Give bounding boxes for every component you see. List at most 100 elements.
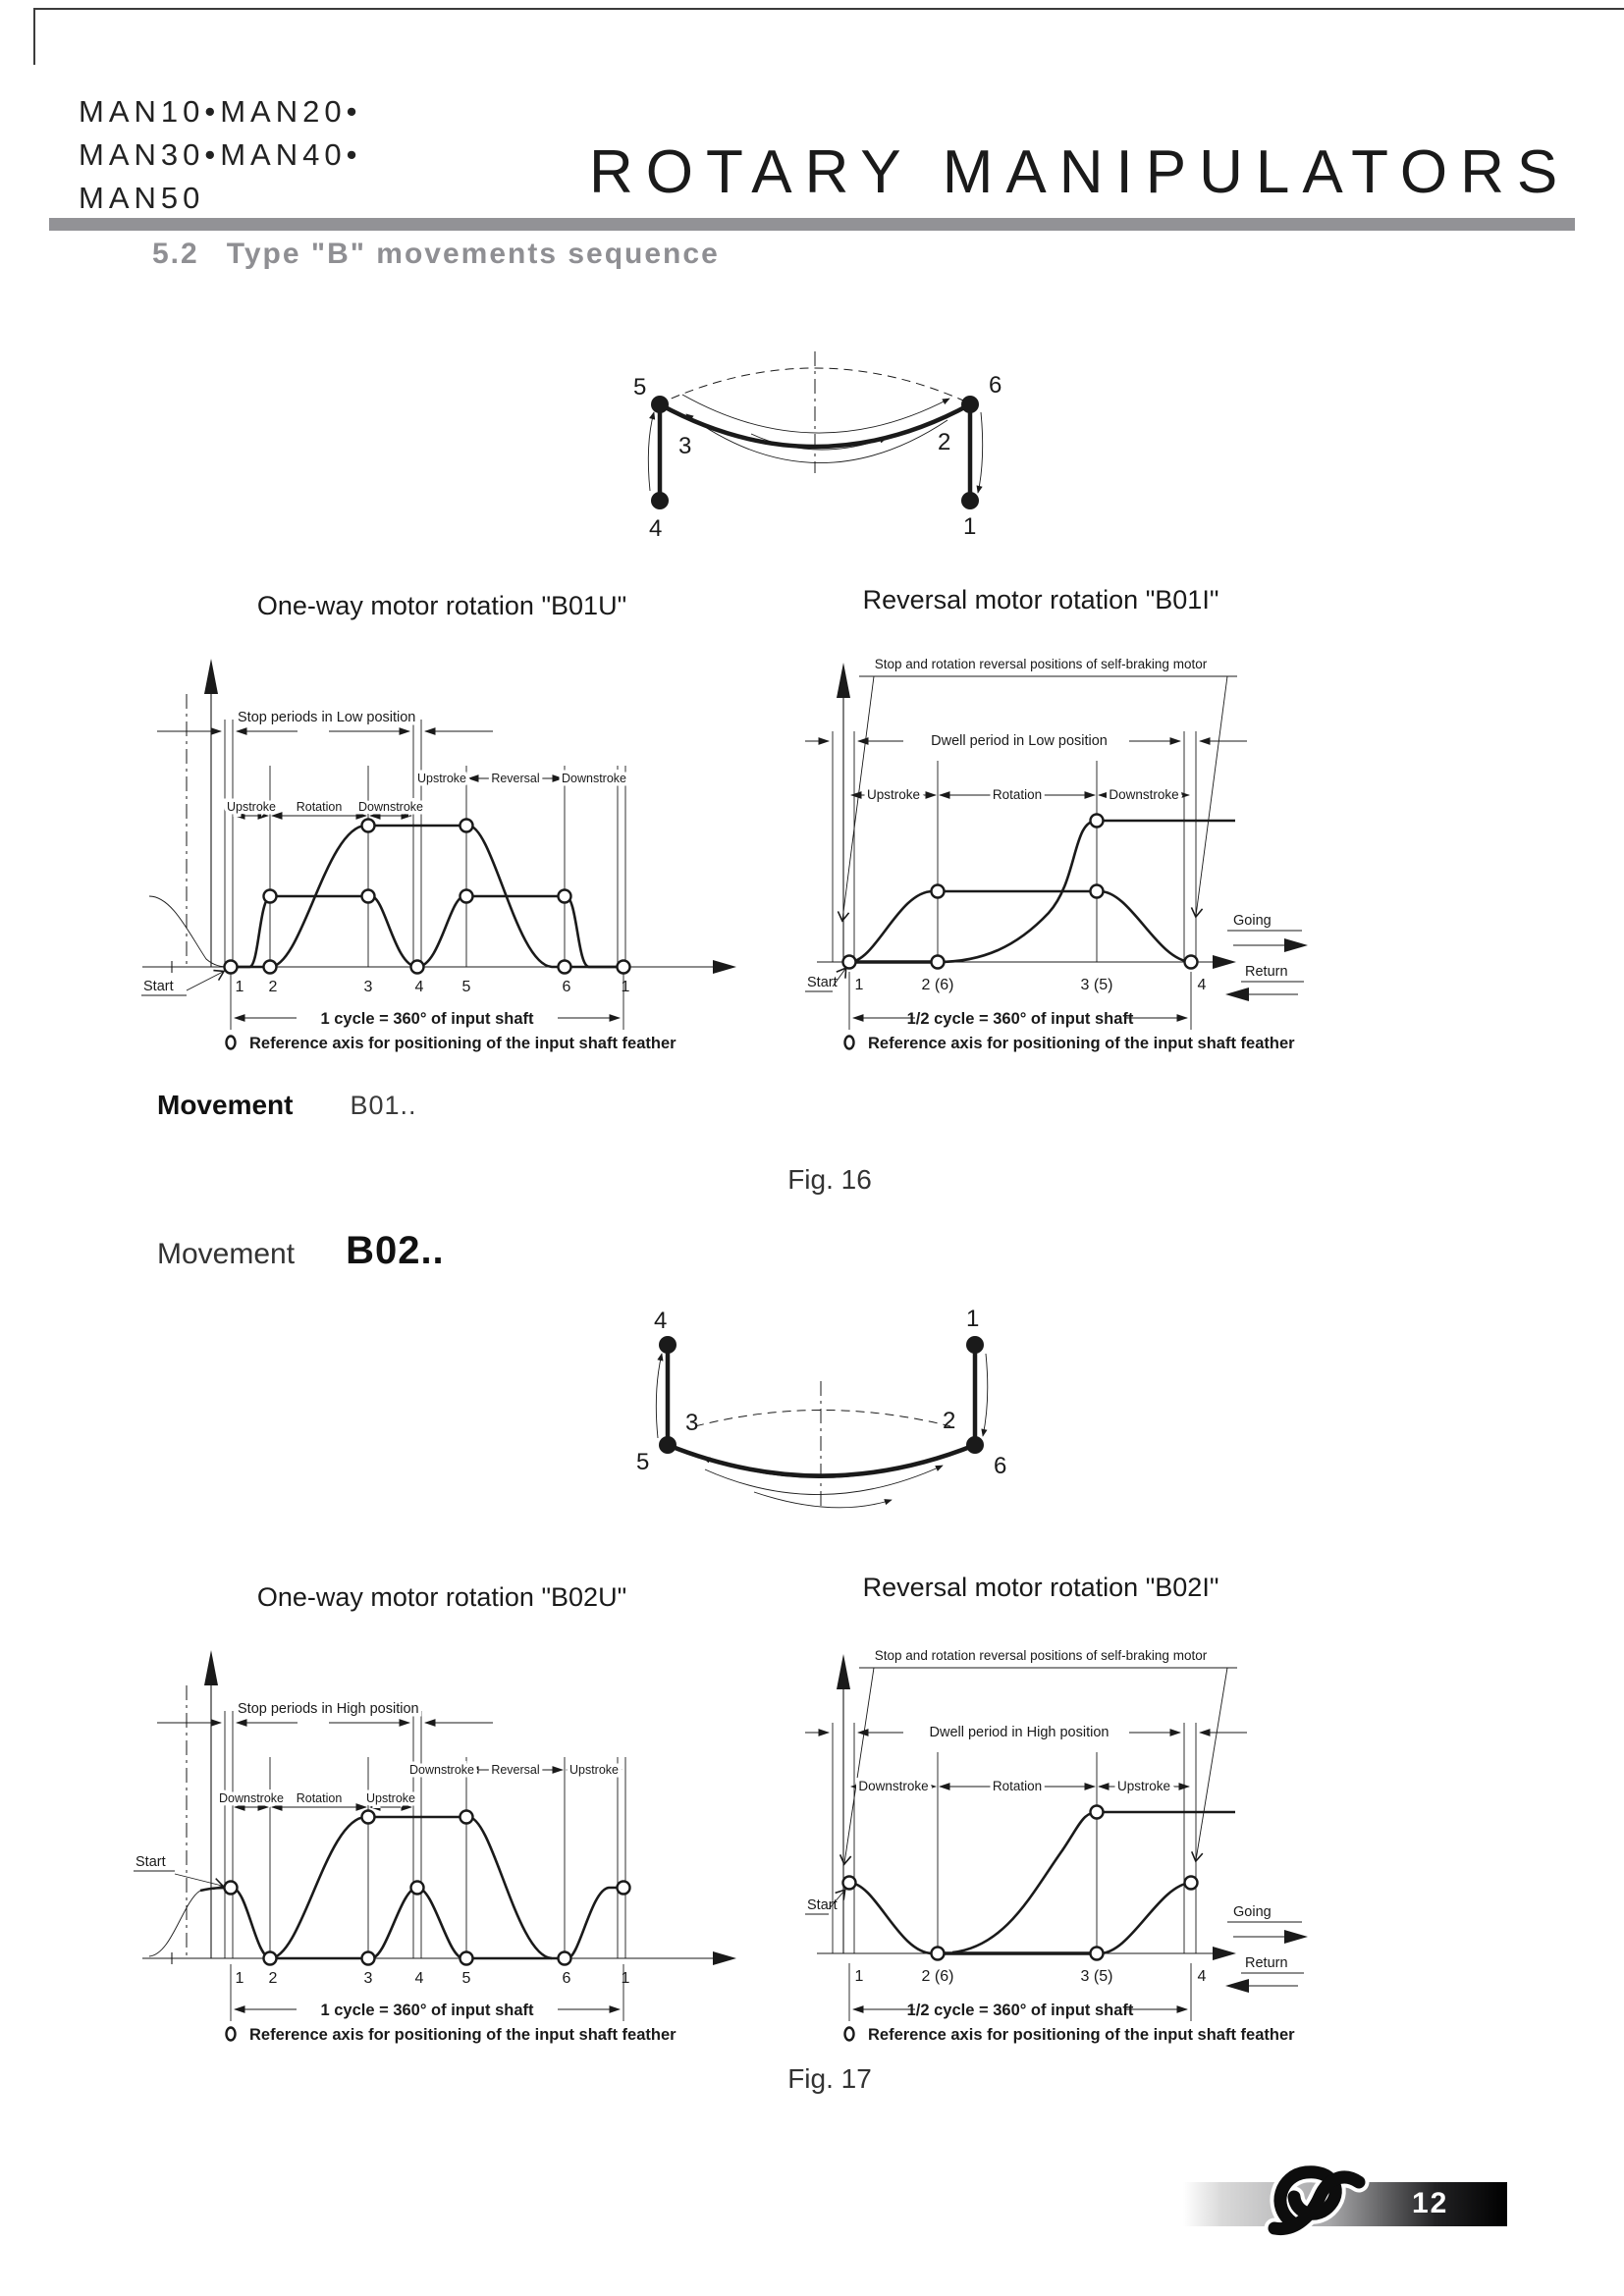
tick-label: 1 xyxy=(622,979,630,995)
chart-title-b02i: Reversal motor rotation "B02I" xyxy=(862,1573,1219,1602)
scan-border-left xyxy=(33,8,35,65)
tick-label: 6 xyxy=(563,1970,571,1987)
pendulum-diagram-b01: 5 6 3 2 4 1 xyxy=(633,351,1001,542)
header-divider xyxy=(49,218,1575,231)
reference-legend: Reference axis for positioning of the in… xyxy=(249,2026,677,2044)
phase-label: Rotation xyxy=(297,800,343,814)
return-label: Return xyxy=(1245,964,1288,980)
phase-label: Rotation xyxy=(993,1779,1042,1793)
reference-legend: Reference axis for positioning of the in… xyxy=(249,1035,677,1052)
cycle-label: 1 cycle = 360° of input shaft xyxy=(320,2002,534,2019)
pendulum-label: 3 xyxy=(678,433,691,459)
page-number: 12 xyxy=(1412,2187,1449,2219)
phase-label: Rotation xyxy=(993,787,1042,802)
movement-code: B02.. xyxy=(346,1229,445,1272)
stop-periods-label: Stop periods in High position xyxy=(238,1701,419,1717)
phase-label: Upstroke xyxy=(366,1791,415,1805)
pendulum-diagram-b02: 4 1 3 2 5 6 xyxy=(636,1306,1006,1509)
tick-label: 6 xyxy=(563,979,571,995)
phase-label: Upstroke xyxy=(867,787,920,802)
tick-label: 1 xyxy=(855,977,864,993)
dwell-label: Dwell period in Low position xyxy=(931,733,1108,749)
tick-label: 5 xyxy=(462,979,471,995)
cycle-label: 1/2 cycle = 360° of input shaft xyxy=(907,2002,1134,2019)
tick-label: 3 (5) xyxy=(1081,977,1113,993)
pendulum-label: 3 xyxy=(685,1410,698,1436)
phase-label: Downstroke xyxy=(219,1791,284,1805)
section-number: 5.2 xyxy=(152,238,199,270)
phase-label: Downstroke xyxy=(1109,787,1178,802)
phase-label: Downstroke xyxy=(358,800,423,814)
b01u-chart: Stop periods in Low position Upstroke Re… xyxy=(141,659,736,1052)
b02u-chart: Stop periods in High position Downstroke… xyxy=(134,1650,736,2044)
phase-label: Downstroke xyxy=(562,772,626,785)
b01i-chart: Stop and rotation reversal positions of … xyxy=(805,654,1308,1052)
tick-label: 1 xyxy=(236,1970,244,1987)
phase-label: Upstroke xyxy=(569,1763,619,1777)
start-label: Start xyxy=(143,979,174,994)
start-label: Start xyxy=(135,1854,166,1870)
tick-label: 4 xyxy=(415,1970,424,1987)
phase-label: Upstroke xyxy=(227,800,276,814)
start-label: Start xyxy=(807,1897,838,1913)
chart-title-b02u: One-way motor rotation "B02U" xyxy=(256,1582,627,1612)
tick-label: 1 xyxy=(236,979,244,995)
tick-label: 4 xyxy=(1198,1968,1207,1985)
pendulum-label: 5 xyxy=(636,1449,649,1475)
page-title: ROTARY MANIPULATORS xyxy=(589,138,1571,206)
pendulum-label: 6 xyxy=(994,1453,1006,1479)
going-label: Going xyxy=(1233,1904,1272,1920)
tick-label: 2 (6) xyxy=(922,1968,954,1985)
going-label: Going xyxy=(1233,913,1272,929)
tick-label: 1 xyxy=(855,1968,864,1985)
tick-label: 2 (6) xyxy=(922,977,954,993)
callout-label: Stop and rotation reversal positions of … xyxy=(875,1648,1208,1663)
movement-row-b02: Movement B02.. xyxy=(157,1229,445,1273)
figure-caption: Fig. 17 xyxy=(787,2063,872,2094)
tick-label: 3 xyxy=(364,1970,373,1987)
tick-label: 3 (5) xyxy=(1081,1968,1113,1985)
phase-label: Upstroke xyxy=(1117,1779,1170,1793)
model-line: MAN30•MAN40• xyxy=(79,137,362,172)
pendulum-label: 2 xyxy=(943,1408,955,1434)
section-heading: 5.2 Type "B" movements sequence xyxy=(152,238,720,271)
stop-periods-label: Stop periods in Low position xyxy=(238,710,415,725)
cycle-label: 1 cycle = 360° of input shaft xyxy=(320,1010,534,1028)
tick-label: 1 xyxy=(622,1970,630,1987)
figure-caption: Fig. 16 xyxy=(787,1164,872,1195)
logo-knot-icon xyxy=(1264,2162,1370,2240)
dwell-label: Dwell period in High position xyxy=(930,1725,1110,1740)
movement-label: Movement xyxy=(157,1090,294,1120)
callout-label: Stop and rotation reversal positions of … xyxy=(875,657,1208,671)
movement-row-b01: Movement B01.. xyxy=(157,1090,417,1121)
cycle-label: 1/2 cycle = 360° of input shaft xyxy=(907,1010,1134,1028)
start-label: Start xyxy=(807,975,838,990)
phase-label: Upstroke xyxy=(417,772,466,785)
reference-legend: Reference axis for positioning of the in… xyxy=(868,1035,1295,1052)
return-label: Return xyxy=(1245,1955,1288,1971)
chart-title-b01i: Reversal motor rotation "B01I" xyxy=(862,585,1219,614)
phase-label: Rotation xyxy=(297,1791,343,1805)
reference-legend: Reference axis for positioning of the in… xyxy=(868,2026,1295,2044)
phase-label: Downstroke xyxy=(409,1763,474,1777)
pendulum-label: 1 xyxy=(966,1306,979,1332)
tick-label: 2 xyxy=(269,1970,278,1987)
chart-title-b01u: One-way motor rotation "B01U" xyxy=(256,591,627,620)
tick-label: 2 xyxy=(269,979,278,995)
phase-label: Downstroke xyxy=(858,1779,928,1793)
section-title: Type "B" movements sequence xyxy=(226,238,720,270)
pendulum-label: 5 xyxy=(633,374,646,400)
b02i-chart: Stop and rotation reversal positions of … xyxy=(805,1645,1308,2044)
scan-border-top xyxy=(33,8,1624,10)
phase-label: Reversal xyxy=(491,772,539,785)
pendulum-label: 2 xyxy=(938,429,950,455)
tick-label: 4 xyxy=(1198,977,1207,993)
tick-label: 3 xyxy=(364,979,373,995)
pendulum-label: 1 xyxy=(963,513,976,540)
pendulum-label: 4 xyxy=(649,515,662,542)
model-line: MAN50 xyxy=(79,181,205,215)
movement-code: B01.. xyxy=(350,1091,417,1120)
tick-label: 4 xyxy=(415,979,424,995)
movement-label: Movement xyxy=(157,1238,296,1270)
